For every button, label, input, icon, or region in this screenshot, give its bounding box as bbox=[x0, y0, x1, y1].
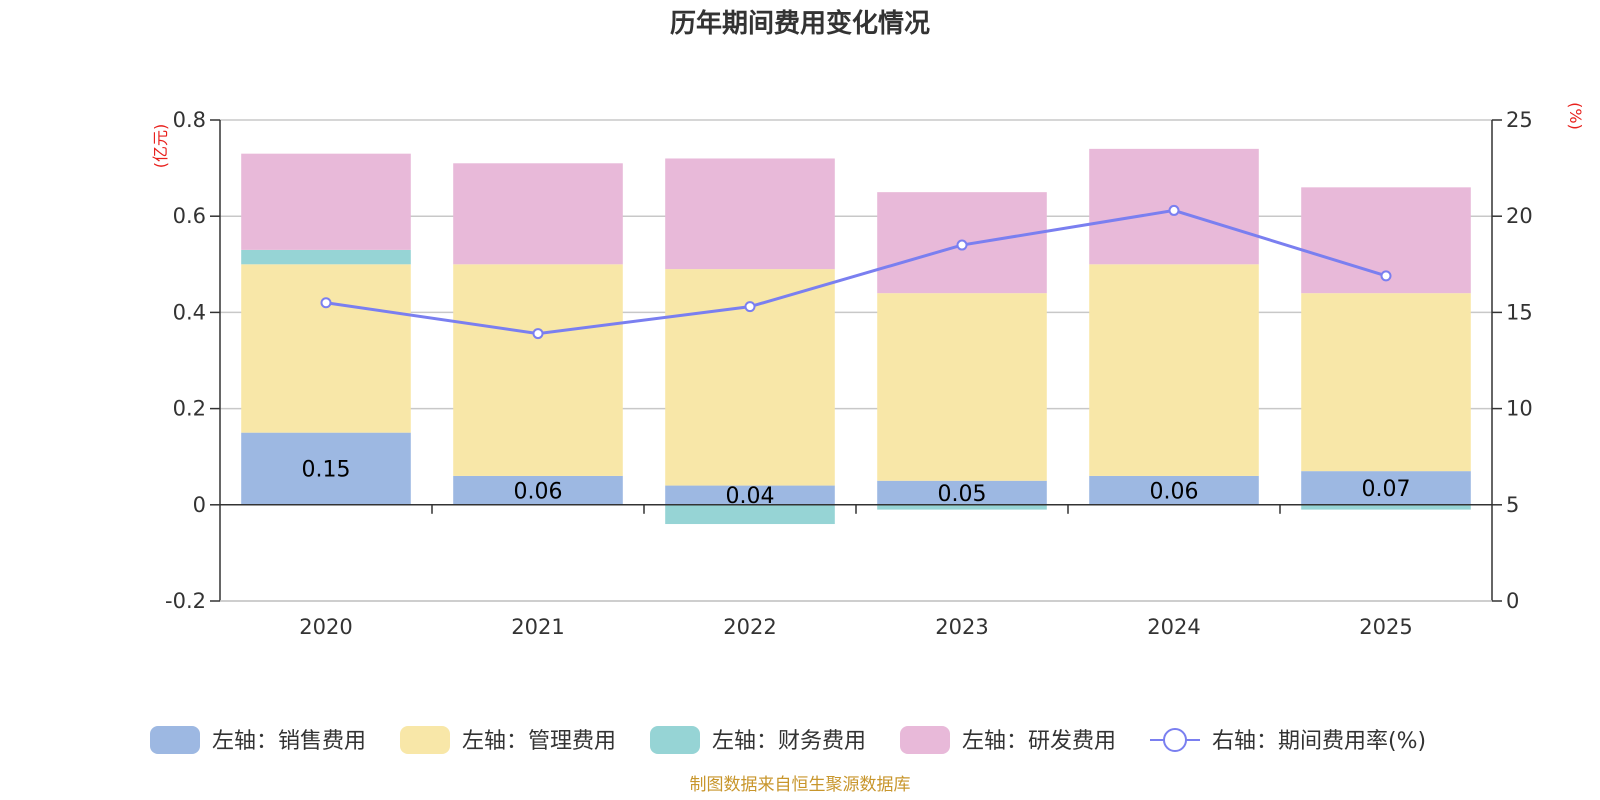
data-label: 0.04 bbox=[726, 484, 775, 509]
x-tick-label: 2024 bbox=[1147, 615, 1200, 639]
bar-segment bbox=[877, 504, 1047, 510]
source-note: 制图数据来自恒生聚源数据库 bbox=[690, 775, 911, 795]
right-tick-label: 20 bbox=[1506, 204, 1533, 228]
left-axis-unit: (亿元) bbox=[151, 124, 170, 169]
data-label: 0.06 bbox=[1150, 479, 1199, 504]
right-tick-label: 0 bbox=[1506, 589, 1519, 613]
rate-line-path bbox=[325, 208, 1387, 336]
data-label: 0.07 bbox=[1362, 477, 1411, 502]
legend-swatch bbox=[150, 726, 200, 754]
x-tick-label: 2022 bbox=[723, 615, 776, 639]
bar-segment bbox=[1301, 293, 1471, 472]
left-tick-label: -0.2 bbox=[165, 589, 206, 613]
rate-point bbox=[320, 297, 332, 309]
bar-segment bbox=[877, 480, 1047, 505]
bar-segment bbox=[1301, 504, 1471, 510]
bar-segment bbox=[877, 293, 1047, 481]
left-tick-label: 0 bbox=[193, 493, 206, 517]
rate-point bbox=[532, 328, 544, 340]
bar-segment bbox=[453, 475, 623, 505]
legend-swatch bbox=[650, 726, 700, 754]
legend-label: 左轴：销售费用 bbox=[212, 729, 366, 754]
right-tick-label: 15 bbox=[1506, 300, 1533, 324]
legend-swatch bbox=[900, 726, 950, 754]
left-tick-label: 0.4 bbox=[173, 300, 206, 324]
data-label: 0.15 bbox=[302, 458, 351, 483]
legend: 左轴：销售费用 左轴：管理费用 左轴：财务费用 左轴：研发费用 右轴：期间费用率(%) bbox=[150, 726, 1426, 754]
bar-segment bbox=[241, 432, 411, 505]
legend-swatch bbox=[1163, 728, 1187, 752]
right-tick-label: 25 bbox=[1506, 108, 1533, 132]
left-tick-label: 0.8 bbox=[173, 108, 206, 132]
bar-segment bbox=[453, 163, 623, 265]
left-tick-label: 0.2 bbox=[173, 397, 206, 421]
bar-segment bbox=[453, 264, 623, 476]
legend-label: 左轴：管理费用 bbox=[462, 729, 616, 754]
x-tick-label: 2020 bbox=[299, 615, 352, 639]
data-label: 0.05 bbox=[938, 482, 987, 507]
x-tick-label: 2025 bbox=[1359, 615, 1412, 639]
legend-swatch bbox=[400, 726, 450, 754]
rate-point bbox=[956, 239, 968, 251]
bars bbox=[241, 148, 1471, 525]
chart-title: 历年期间费用变化情况 bbox=[670, 8, 930, 39]
legend-label: 右轴：期间费用率(%) bbox=[1212, 729, 1426, 754]
bar-segment bbox=[665, 485, 835, 505]
right-axis-unit: (%) bbox=[1566, 102, 1585, 130]
right-tick-label: 10 bbox=[1506, 397, 1533, 421]
x-tick-label: 2023 bbox=[935, 615, 988, 639]
legend-label: 左轴：财务费用 bbox=[712, 729, 866, 754]
x-tick-label: 2021 bbox=[511, 615, 564, 639]
data-label: 0.06 bbox=[514, 479, 563, 504]
left-tick-label: 0.6 bbox=[173, 204, 206, 228]
rate-point bbox=[1168, 204, 1180, 216]
bar-segment bbox=[665, 158, 835, 270]
bar-segment bbox=[241, 153, 411, 250]
bar-segment bbox=[241, 264, 411, 433]
bar-segment bbox=[1089, 475, 1259, 505]
rate-point bbox=[1380, 270, 1392, 282]
bar-segment bbox=[241, 249, 411, 265]
rate-point bbox=[744, 301, 756, 313]
bar-segment bbox=[665, 504, 835, 525]
rate-line bbox=[320, 204, 1392, 340]
right-tick-label: 5 bbox=[1506, 493, 1519, 517]
bar-segment bbox=[1089, 264, 1259, 476]
bar-segment bbox=[1301, 471, 1471, 505]
data-labels: 0.15 0.06 0.04 0.05 0.06 0.07 bbox=[302, 458, 1411, 509]
legend-label: 左轴：研发费用 bbox=[962, 729, 1116, 754]
